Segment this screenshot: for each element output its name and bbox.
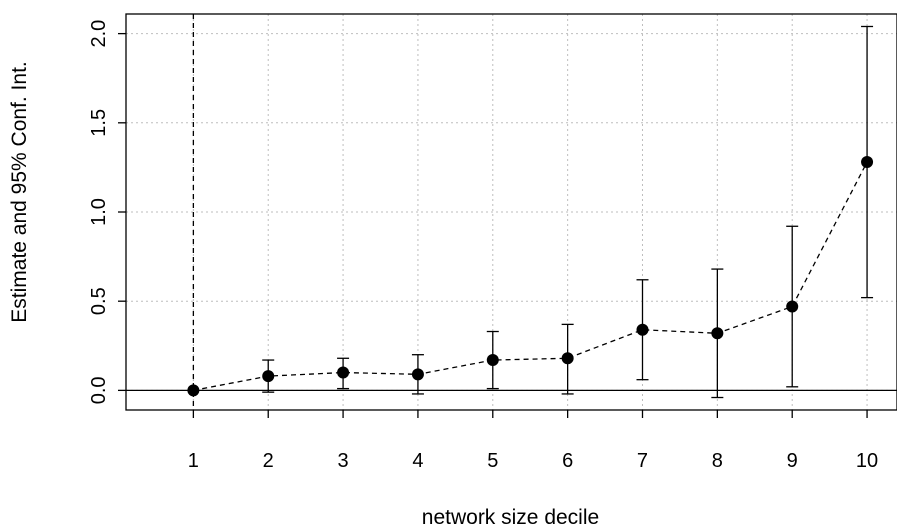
reference-lines [126, 14, 897, 410]
data-point [711, 327, 724, 340]
x-axis-label: network size decile [422, 506, 599, 528]
x-tick-label: 2 [263, 450, 274, 472]
y-tick-label: 1.0 [88, 198, 110, 226]
grid [126, 14, 897, 410]
data-point [861, 156, 874, 169]
x-tick-label: 5 [487, 450, 498, 472]
x-tick-label: 1 [188, 450, 199, 472]
y-tick-label: 1.5 [88, 109, 110, 137]
x-tick-label: 6 [562, 450, 573, 472]
estimate-connector [193, 161, 868, 392]
y-axis-label: Estimate and 95% Conf. Int. [8, 61, 31, 322]
y-axis-ticks: 0.0 0.5 1.0 1.5 2.0 [88, 20, 126, 404]
data-point [636, 323, 649, 336]
estimate-points [187, 156, 874, 397]
x-tick-label: 7 [637, 450, 648, 472]
data-point [337, 366, 350, 379]
x-axis-ticks: 1 2 3 4 5 6 7 8 9 10 [188, 410, 878, 472]
estimate-line [193, 161, 868, 392]
x-tick-label: 3 [338, 450, 349, 472]
data-point [262, 370, 275, 383]
data-point [561, 352, 574, 365]
y-tick-label: 0.5 [88, 287, 110, 315]
x-tick-label: 9 [787, 450, 798, 472]
x-tick-label: 8 [712, 450, 723, 472]
data-point [486, 354, 499, 367]
data-point [786, 300, 799, 313]
x-tick-label: 10 [856, 450, 878, 472]
y-tick-label: 0.0 [88, 376, 110, 404]
y-tick-label: 2.0 [88, 20, 110, 48]
x-tick-label: 4 [412, 450, 423, 472]
plot-frame [125, 13, 897, 411]
data-point [187, 384, 200, 397]
data-point [411, 368, 424, 381]
